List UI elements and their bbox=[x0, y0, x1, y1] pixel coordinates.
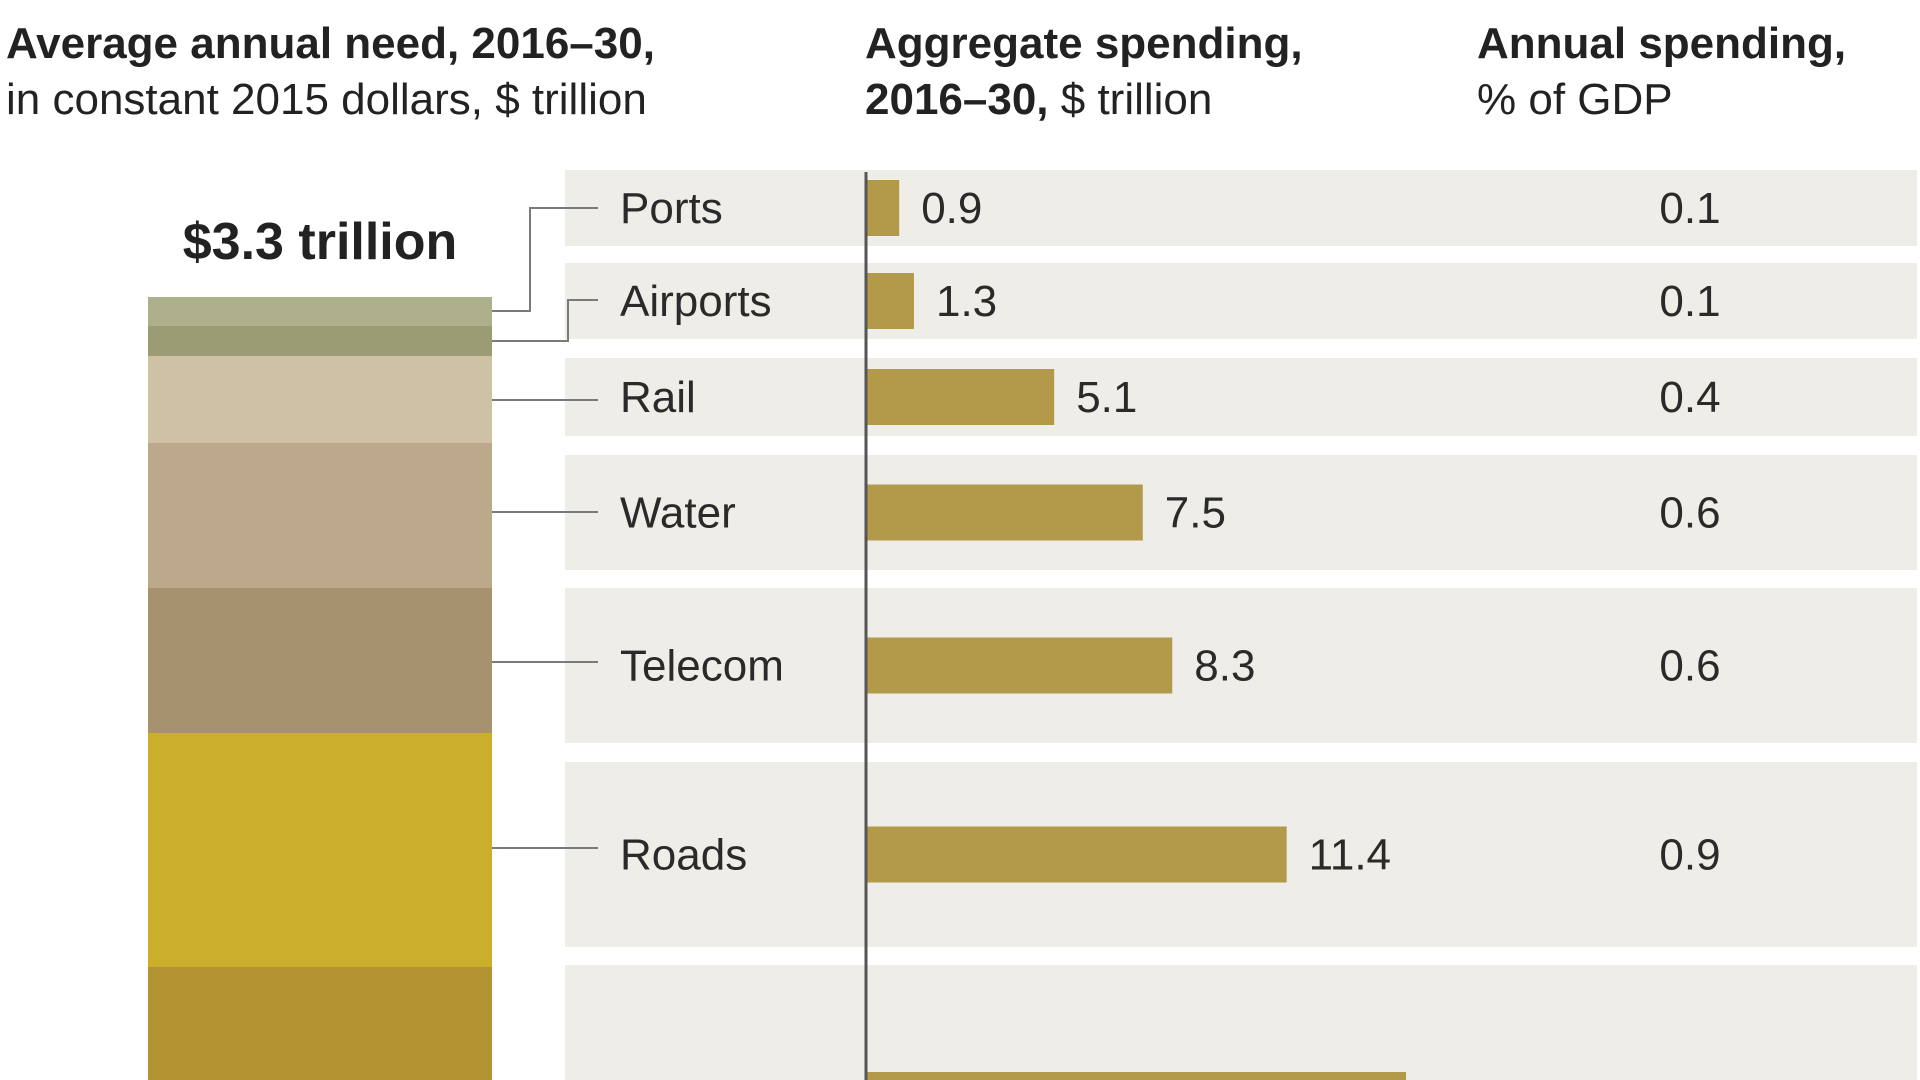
aggregate-spending-bars bbox=[866, 180, 1406, 1080]
stack-total-label: $3.3 trillion bbox=[182, 213, 458, 271]
header-ann-title: Annual spending, bbox=[1477, 19, 1847, 68]
bar-ports bbox=[866, 180, 900, 236]
gdp-labels: 0.1 0.1 0.4 0.6 0.6 0.9 bbox=[1659, 184, 1720, 880]
header-annual-spending: Annual spending, % of GDP bbox=[1477, 16, 1846, 128]
leader-airports bbox=[492, 299, 598, 342]
value-labels: 0.9 1.3 5.1 7.5 8.3 11.4 bbox=[921, 184, 1391, 880]
stack-segment-ports bbox=[148, 297, 492, 326]
value-label-water: 7.5 bbox=[1165, 489, 1226, 538]
bar-water bbox=[866, 484, 1143, 541]
header-need-title: Average annual need, 2016–30, bbox=[6, 19, 655, 68]
gdp-label-water: 0.6 bbox=[1659, 489, 1720, 538]
header-average-annual-need: Average annual need, 2016–30, in constan… bbox=[6, 16, 655, 128]
value-label-ports: 0.9 bbox=[921, 184, 982, 233]
category-label-telecom: Telecom bbox=[620, 642, 784, 691]
header-ann-unit: % of GDP bbox=[1477, 75, 1673, 124]
category-label-roads: Roads bbox=[620, 831, 747, 880]
row-bg-ports bbox=[565, 170, 1917, 246]
stacked-need-bar bbox=[148, 297, 492, 1080]
bar-telecom bbox=[866, 637, 1173, 694]
row-bg-water bbox=[565, 455, 1917, 570]
row-bg-partial bbox=[565, 965, 1917, 1080]
row-bg-telecom bbox=[565, 588, 1917, 743]
gdp-label-roads: 0.9 bbox=[1659, 831, 1720, 880]
leader-ports bbox=[492, 207, 598, 312]
gdp-label-telecom: 0.6 bbox=[1659, 642, 1720, 691]
gdp-label-airports: 0.1 bbox=[1659, 277, 1720, 326]
category-label-ports: Ports bbox=[620, 184, 723, 233]
bar-airports bbox=[866, 273, 914, 329]
value-label-roads: 11.4 bbox=[1309, 831, 1391, 880]
row-bg-rail bbox=[565, 358, 1917, 436]
row-bg-airports bbox=[565, 263, 1917, 339]
bar-rail bbox=[866, 369, 1055, 425]
stack-segment-telecom bbox=[148, 588, 492, 733]
row-backgrounds bbox=[565, 170, 1917, 1080]
header-agg-title: Aggregate spending, bbox=[865, 19, 1303, 68]
category-label-water: Water bbox=[620, 489, 736, 538]
stack-segment-roads bbox=[148, 733, 492, 967]
stack-segment-rail bbox=[148, 356, 492, 443]
stack-segment-water bbox=[148, 443, 492, 588]
header-agg-unit: $ trillion bbox=[1048, 75, 1213, 124]
value-label-rail: 5.1 bbox=[1076, 373, 1137, 422]
category-labels: Ports Airports Rail Water Telecom Roads bbox=[620, 184, 784, 880]
bar-roads bbox=[866, 826, 1287, 883]
gdp-label-rail: 0.4 bbox=[1659, 373, 1720, 422]
value-label-telecom: 8.3 bbox=[1194, 642, 1255, 691]
bar-partial bbox=[866, 1072, 1406, 1080]
header-need-subtitle: in constant 2015 dollars, $ trillion bbox=[6, 75, 647, 124]
header-aggregate-spending: Aggregate spending, 2016–30, $ trillion bbox=[865, 16, 1303, 128]
value-label-airports: 1.3 bbox=[936, 277, 997, 326]
gdp-label-ports: 0.1 bbox=[1659, 184, 1720, 233]
stack-segment-partial bbox=[148, 967, 492, 1080]
stack-segment-airports bbox=[148, 326, 492, 356]
category-label-airports: Airports bbox=[620, 277, 772, 326]
category-label-rail: Rail bbox=[620, 373, 696, 422]
leader-lines bbox=[492, 207, 598, 849]
header-agg-years: 2016–30, bbox=[865, 75, 1049, 124]
